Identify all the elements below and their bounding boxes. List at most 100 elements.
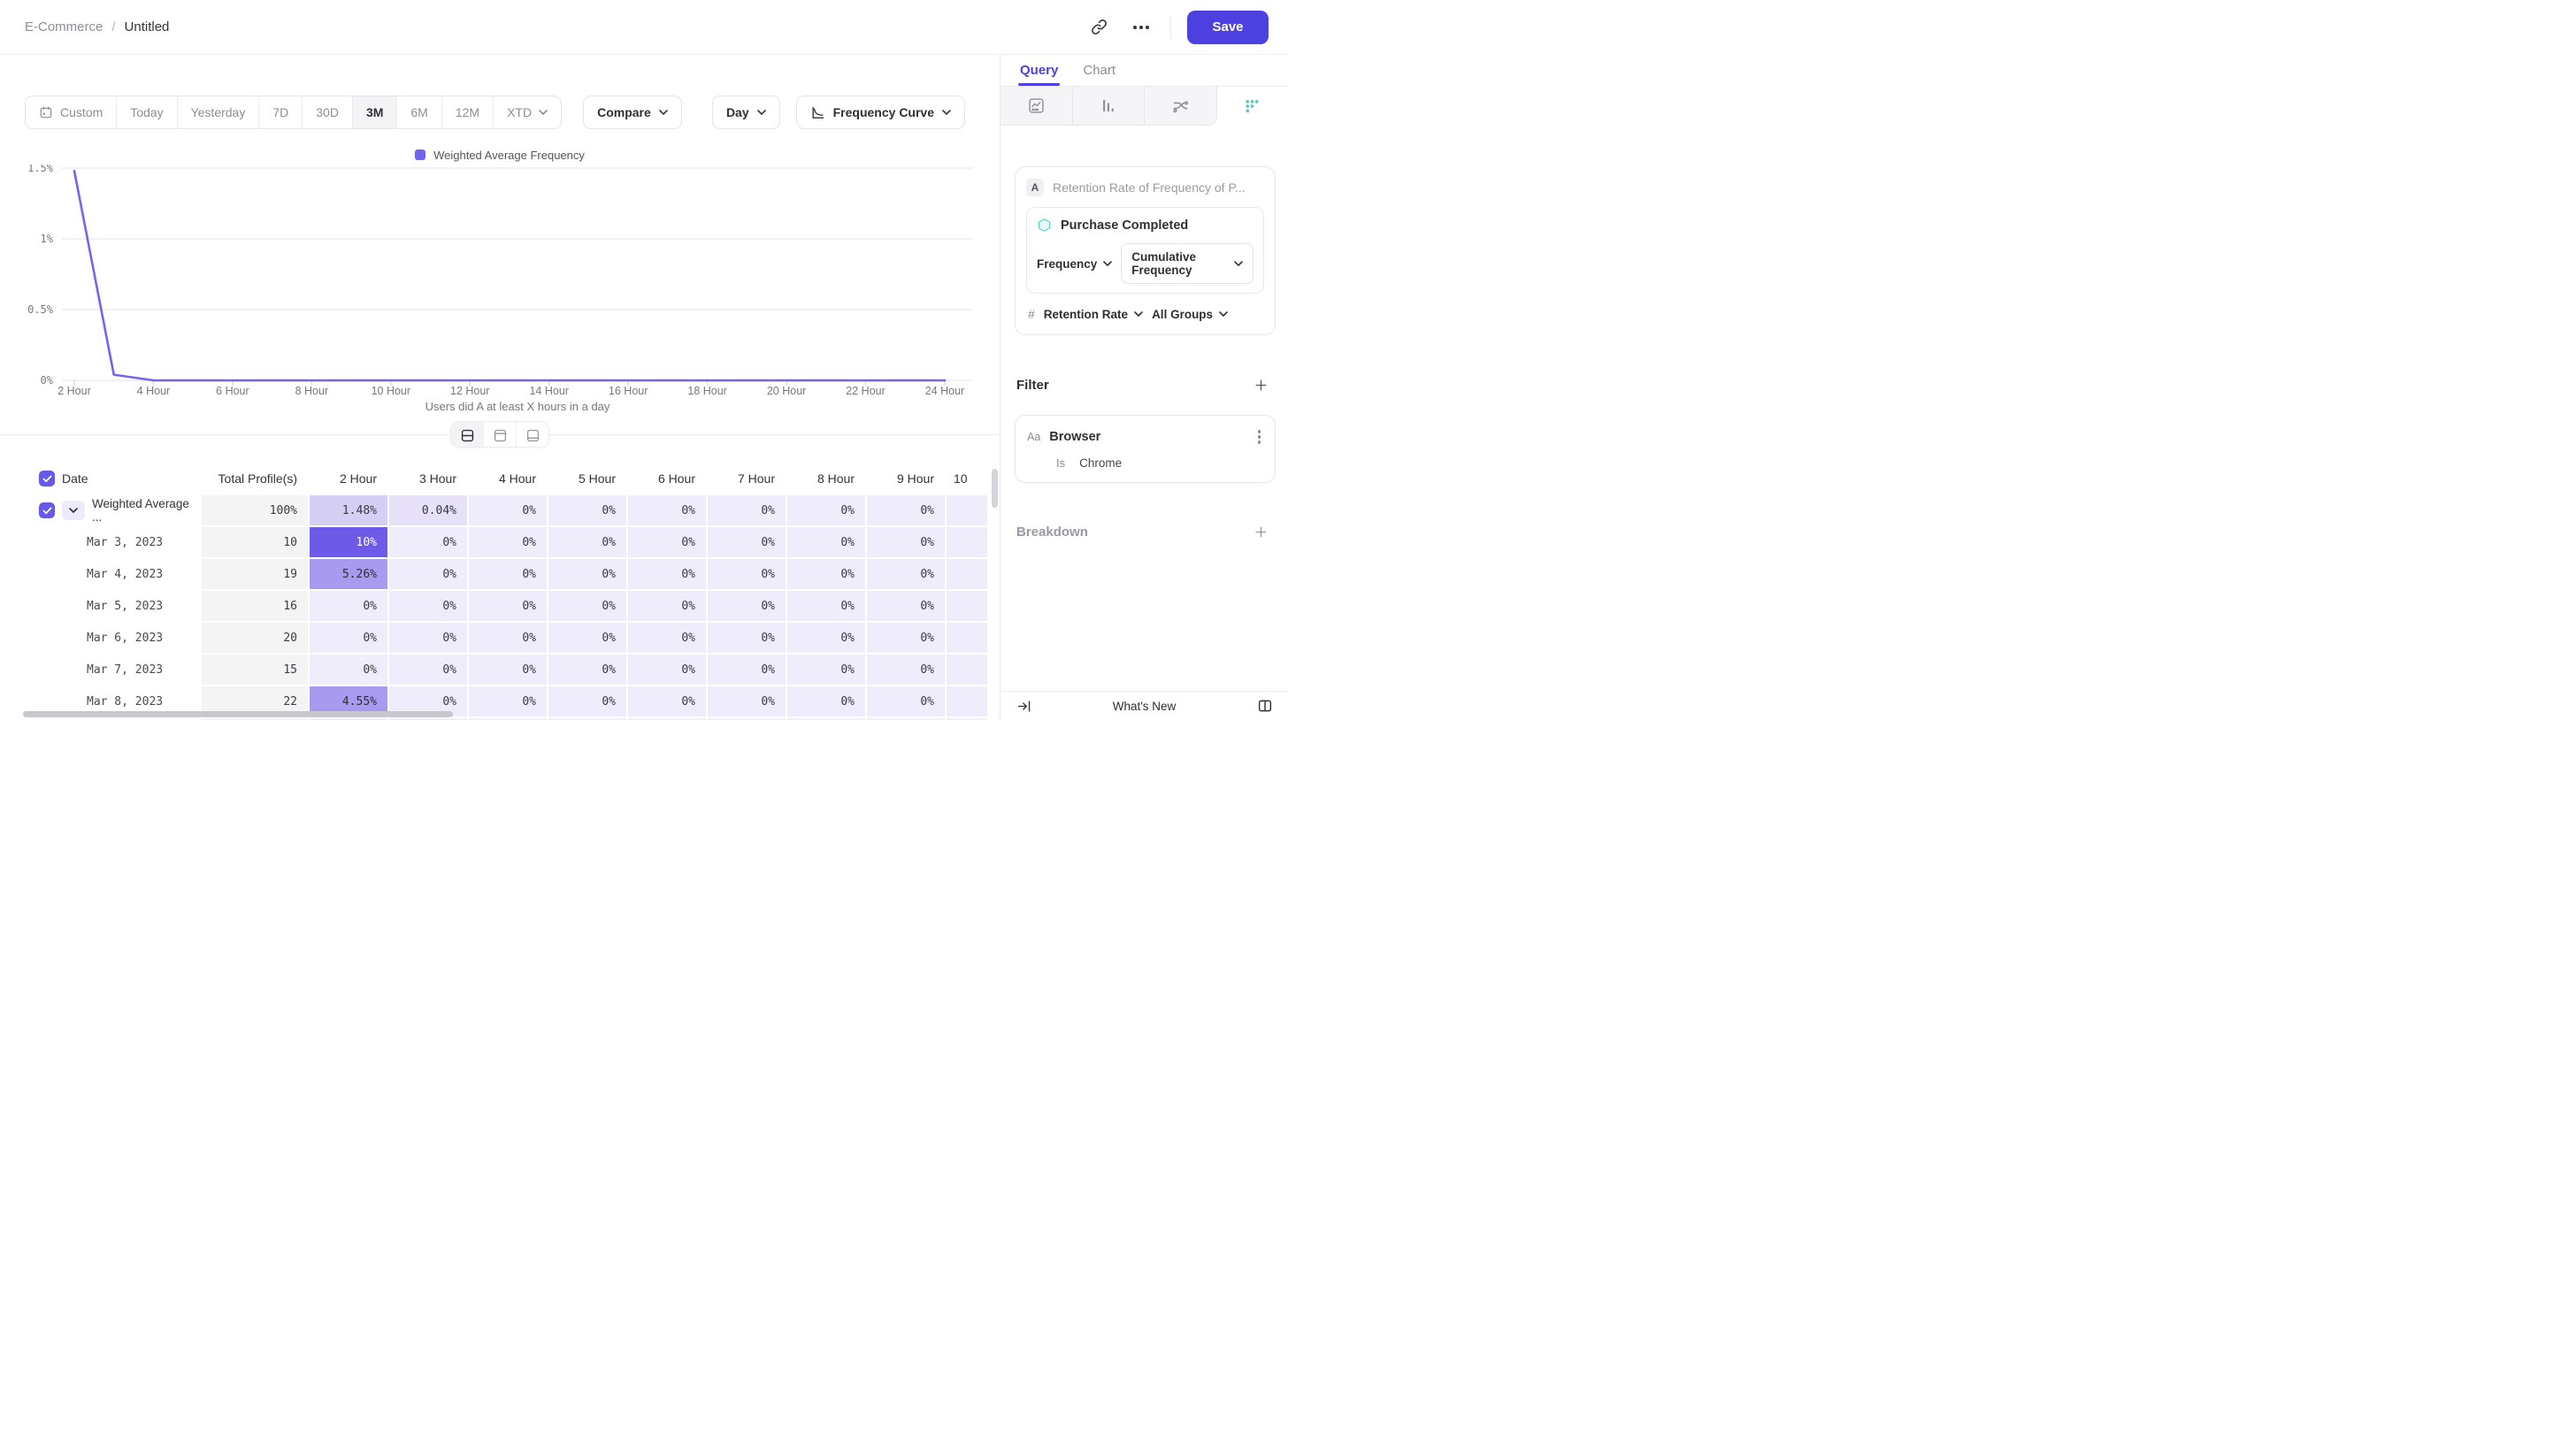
column-header[interactable]: Total Profile(s) [202, 463, 308, 494]
table-row-label[interactable]: Mar 4, 2023 [0, 559, 200, 589]
range-button-custom[interactable]: Custom [26, 96, 118, 128]
more-options-icon[interactable] [1128, 14, 1154, 41]
table-row-label[interactable]: Mar 6, 2023 [0, 623, 200, 653]
chart-legend: Weighted Average Frequency [0, 147, 1000, 163]
range-button-7d[interactable]: 7D [259, 96, 303, 128]
granularity-dropdown[interactable]: Day [711, 96, 780, 129]
table-cell: 0% [628, 686, 706, 716]
column-header[interactable]: 5 Hour [548, 463, 626, 494]
row-checkbox[interactable] [39, 502, 55, 518]
table-cell: 0% [787, 527, 865, 557]
table-horizontal-scrollbar[interactable] [23, 711, 453, 717]
range-button-xtd[interactable]: XTD [494, 96, 561, 128]
event-name: Purchase Completed [1061, 218, 1189, 233]
range-button-today[interactable]: Today [117, 96, 178, 128]
total-profiles-cell [202, 718, 308, 720]
select-all-checkbox[interactable] [39, 471, 55, 486]
compare-button[interactable]: Compare [583, 96, 682, 129]
table-cell: 0% [787, 591, 865, 621]
table-cell: 0% [708, 495, 786, 525]
date-range-group: Custom Today Yesterday 7D 30D 3M 6M 12M XTD [25, 96, 563, 129]
collapse-panel-icon[interactable] [1013, 695, 1034, 716]
filter-property[interactable]: Browser [1049, 429, 1101, 444]
table-vertical-scrollbar[interactable] [992, 469, 998, 508]
table-cell: 0% [389, 559, 467, 589]
table-cell: 0% [548, 686, 626, 716]
layout-chart-only-button[interactable] [484, 422, 517, 447]
table-row-label[interactable]: Weighted Average ... [0, 495, 200, 525]
add-breakdown-button[interactable] [1251, 523, 1270, 542]
filter-value[interactable]: Chrome [1079, 456, 1123, 470]
frequency-dropdown[interactable]: Frequency [1037, 257, 1113, 271]
row-expander[interactable] [62, 501, 85, 520]
table-cell: 0% [548, 495, 626, 525]
table-cell: 0% [708, 527, 786, 557]
range-button-3m[interactable]: 3M [352, 96, 398, 128]
table-cell: 0% [469, 623, 547, 653]
table-cell [628, 718, 706, 720]
chart-type-insights-button[interactable] [1000, 87, 1073, 126]
frequency-line-chart[interactable]: 1.5% 1% 0.5% 0% 2 Hour 4 Hour 6 Hour 8 Hour 10 H… [0, 165, 1000, 416]
query-series-row[interactable]: A Retention Rate of Frequency of P... [1026, 179, 1264, 196]
date-label: Mar 7, 2023 [87, 663, 164, 677]
column-header[interactable]: 6 Hour [628, 463, 706, 494]
breakdown-section-header: Breakdown [1016, 523, 1270, 542]
table-cell: 0% [548, 559, 626, 589]
chart-view-dropdown[interactable]: Frequency Curve [795, 96, 965, 129]
tab-query[interactable]: Query [1017, 55, 1061, 86]
add-filter-button[interactable] [1251, 375, 1270, 394]
range-button-yesterday[interactable]: Yesterday [178, 96, 260, 128]
column-header[interactable]: 9 Hour [867, 463, 945, 494]
report-main-area: Custom Today Yesterday 7D 30D 3M 6M 12M XTD Comp… [0, 55, 1000, 720]
side-by-side-icon[interactable] [1254, 695, 1276, 716]
table-header-date-cell: Date [0, 463, 200, 494]
chevron-down-icon [1134, 311, 1143, 317]
filter-menu-icon[interactable] [1255, 427, 1264, 447]
layout-split-view-button[interactable] [451, 422, 484, 447]
svg-text:0%: 0% [41, 374, 54, 387]
chart-type-bar-button[interactable] [1072, 87, 1145, 126]
legend-label: Weighted Average Frequency [433, 148, 585, 162]
table-cell: 0% [867, 655, 945, 685]
breadcrumb: E-Commerce / Untitled [25, 19, 169, 34]
event-selector[interactable]: Purchase Completed [1037, 218, 1254, 233]
filter-operator[interactable]: Is [1056, 456, 1066, 470]
table-cell: 0% [708, 655, 786, 685]
tab-chart[interactable]: Chart [1083, 63, 1116, 78]
column-header[interactable]: 4 Hour [469, 463, 547, 494]
table-row-label[interactable]: Mar 7, 2023 [0, 655, 200, 685]
table-cell: 0% [867, 559, 945, 589]
layout-table-only-button[interactable] [517, 422, 548, 447]
frequency-mode-dropdown[interactable]: Cumulative Frequency [1121, 243, 1254, 284]
chevron-down-icon [658, 110, 668, 115]
chart-type-frequency-button[interactable] [1216, 87, 1288, 126]
group-dropdown[interactable]: All Groups [1152, 308, 1228, 321]
column-header[interactable]: 7 Hour [708, 463, 786, 494]
table-row-label[interactable]: Mar 3, 2023 [0, 527, 200, 557]
layout-toggle-group [450, 421, 549, 448]
breadcrumb-parent[interactable]: E-Commerce [25, 19, 104, 34]
total-profiles-cell: 15 [202, 655, 308, 685]
column-header[interactable]: 2 Hour [310, 463, 387, 494]
table-cell: 0% [310, 591, 387, 621]
whats-new-link[interactable]: What's New [1112, 699, 1177, 713]
table-cell [947, 591, 987, 621]
table-row-label[interactable]: Mar 5, 2023 [0, 591, 200, 621]
table-cell [947, 559, 987, 589]
table-cell: 0% [628, 623, 706, 653]
table-cell: 10% [310, 527, 387, 557]
column-header[interactable]: 8 Hour [787, 463, 865, 494]
chevron-down-icon [1103, 261, 1113, 266]
column-header[interactable]: 3 Hour [389, 463, 467, 494]
range-button-6m[interactable]: 6M [397, 96, 442, 128]
column-header[interactable]: 10 [947, 463, 987, 494]
table-row: Mar 3, 2023 10 10% 0% 0% 0% 0% 0% 0% 0% [0, 527, 1000, 557]
copy-link-icon[interactable] [1085, 14, 1112, 41]
table-cell: 0% [469, 527, 547, 557]
range-button-30d[interactable]: 30D [303, 96, 353, 128]
breakdown-heading: Breakdown [1016, 525, 1088, 540]
measure-dropdown[interactable]: Retention Rate [1044, 308, 1143, 321]
range-button-12m[interactable]: 12M [442, 96, 494, 128]
chart-type-flows-button[interactable] [1145, 87, 1217, 126]
save-button[interactable]: Save [1187, 10, 1269, 44]
